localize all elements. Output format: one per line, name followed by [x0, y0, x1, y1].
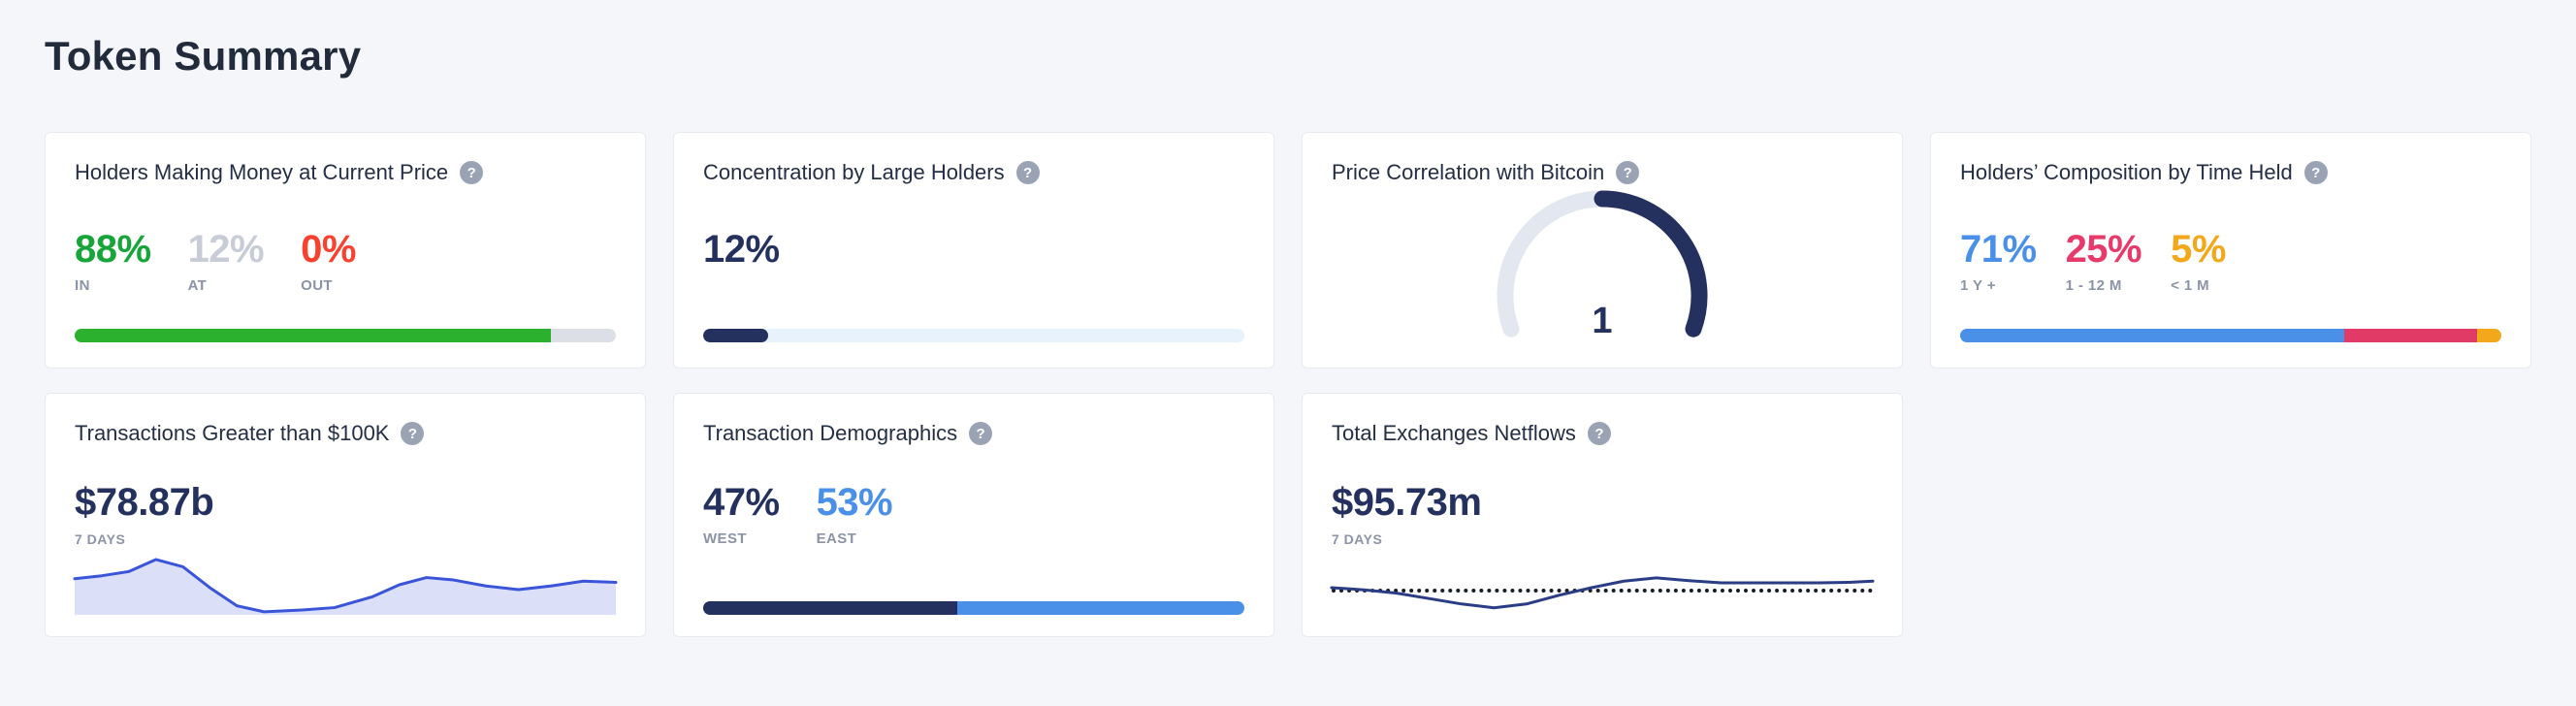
netflows-value: $95.73m — [1332, 481, 1482, 524]
stat-out-label: OUT — [301, 277, 333, 294]
transactions-period: 7 DAYS — [75, 531, 126, 547]
transactions-sparkline-svg — [75, 555, 616, 615]
stat-1y-value: 71% — [1960, 228, 2037, 271]
card-header: Price Correlation with Bitcoin ? — [1332, 160, 1873, 185]
holders-money-stats: 88% IN 12% AT 0% OUT — [75, 228, 616, 294]
help-icon[interactable]: ? — [969, 422, 993, 445]
page-title: Token Summary — [45, 33, 362, 79]
gauge-svg: 1 — [1497, 190, 1708, 340]
help-icon[interactable]: ? — [1616, 161, 1640, 184]
bar-segment-1y — [1960, 329, 2345, 342]
cards-grid: Holders Making Money at Current Price ? … — [45, 132, 2531, 637]
card-title: Concentration by Large Holders — [703, 160, 1005, 184]
netflows-period: 7 DAYS — [1332, 531, 1383, 547]
card-title: Transaction Demographics — [703, 421, 958, 445]
composition-stats: 71% 1 Y + 25% 1 - 12 M 5% < 1 M — [1960, 228, 2501, 294]
card-price-correlation: Price Correlation with Bitcoin ? 1 — [1302, 132, 1903, 369]
stat-1-12m: 25% 1 - 12 M — [2066, 228, 2142, 294]
bar-segment-east — [957, 601, 1244, 615]
stat-1-12m-value: 25% — [2065, 228, 2142, 271]
stat-under-1m-value: 5% — [2171, 228, 2226, 271]
gauge-value: 1 — [1592, 301, 1612, 340]
help-icon[interactable]: ? — [2303, 161, 2328, 184]
transactions-area-chart — [75, 555, 616, 615]
transactions-value: $78.87b — [75, 481, 214, 524]
bar-segment-west — [703, 601, 958, 615]
stat-in: 88% IN — [75, 228, 151, 294]
bar-segment-under-1m — [2476, 329, 2501, 342]
stat-west: 47% WEST — [703, 481, 780, 547]
card-holders-making-money: Holders Making Money at Current Price ? … — [45, 132, 646, 369]
card-title: Transactions Greater than $100K — [75, 421, 390, 445]
stat-in-value: 88% — [75, 228, 151, 271]
bar-segment-concentration — [703, 329, 768, 342]
card-header: Holders Making Money at Current Price ? — [75, 160, 616, 185]
netflows-sparkline-svg — [1332, 561, 1873, 615]
stat-at: 12% AT — [188, 228, 265, 294]
card-title: Price Correlation with Bitcoin — [1332, 160, 1605, 184]
help-icon[interactable]: ? — [1015, 161, 1040, 184]
help-icon[interactable]: ? — [1587, 422, 1611, 445]
help-icon[interactable]: ? — [460, 161, 484, 184]
card-holders-composition: Holders’ Composition by Time Held ? 71% … — [1930, 132, 2531, 369]
netflows-line-chart — [1332, 561, 1873, 615]
stat-1-12m-label: 1 - 12 M — [2065, 277, 2122, 294]
card-title: Total Exchanges Netflows — [1332, 421, 1576, 445]
card-transaction-demographics: Transaction Demographics ? 47% WEST 53% … — [673, 393, 1274, 637]
stat-out: 0% OUT — [301, 228, 356, 294]
zero-baseline — [1332, 589, 1873, 594]
card-exchange-netflows: Total Exchanges Netflows ? $95.73m 7 DAY… — [1302, 393, 1903, 637]
help-icon[interactable]: ? — [401, 422, 425, 445]
correlation-gauge: 1 — [1486, 187, 1719, 340]
card-header: Holders’ Composition by Time Held ? — [1960, 160, 2501, 185]
concentration-value: 12% — [703, 228, 780, 271]
bar-segment-1-12m — [2344, 329, 2477, 342]
stat-under-1m-label: < 1 M — [2171, 277, 2210, 294]
card-title: Holders Making Money at Current Price — [75, 160, 449, 184]
concentration-bar — [703, 329, 1244, 342]
concentration-stats: 12% — [703, 228, 1244, 272]
stat-east-value: 53% — [816, 481, 893, 524]
card-header: Transaction Demographics ? — [703, 421, 1244, 446]
gauge-track-arc — [1497, 190, 1611, 337]
stat-in-label: IN — [75, 277, 90, 294]
stat-1y-label: 1 Y + — [1960, 277, 1996, 294]
card-header: Total Exchanges Netflows ? — [1332, 421, 1873, 446]
composition-bar — [1960, 329, 2501, 342]
stat-at-value: 12% — [187, 228, 265, 271]
demographics-bar — [703, 601, 1244, 615]
stat-at-label: AT — [187, 277, 208, 294]
card-large-transactions: Transactions Greater than $100K ? $78.87… — [45, 393, 646, 637]
stat-east: 53% EAST — [817, 481, 893, 547]
stat-1y-plus: 71% 1 Y + — [1960, 228, 2037, 294]
bar-segment-in — [75, 329, 552, 342]
card-header: Transactions Greater than $100K ? — [75, 421, 616, 446]
stat-out-value: 0% — [301, 228, 356, 271]
stat-west-value: 47% — [703, 481, 780, 524]
stat-east-label: EAST — [816, 530, 857, 547]
stat-concentration: 12% — [703, 228, 780, 272]
holders-money-bar — [75, 329, 616, 342]
demographics-stats: 47% WEST 53% EAST — [703, 481, 1244, 547]
gauge-value-arc — [1594, 190, 1708, 337]
card-header: Concentration by Large Holders ? — [703, 160, 1244, 185]
card-concentration: Concentration by Large Holders ? 12% — [673, 132, 1274, 369]
stat-under-1m: 5% < 1 M — [2171, 228, 2226, 294]
token-summary-widget: Token Summary Holders Making Money at Cu… — [45, 33, 2531, 637]
card-title: Holders’ Composition by Time Held — [1960, 160, 2293, 184]
stat-west-label: WEST — [703, 530, 747, 547]
